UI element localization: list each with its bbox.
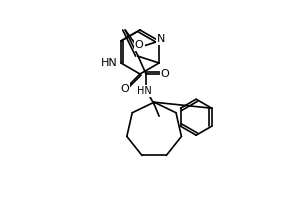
Text: N: N	[157, 34, 165, 44]
Text: HN: HN	[137, 86, 152, 96]
Text: O: O	[121, 84, 129, 94]
Text: HN: HN	[101, 58, 118, 68]
Text: O: O	[135, 40, 143, 50]
Text: O: O	[161, 69, 170, 79]
